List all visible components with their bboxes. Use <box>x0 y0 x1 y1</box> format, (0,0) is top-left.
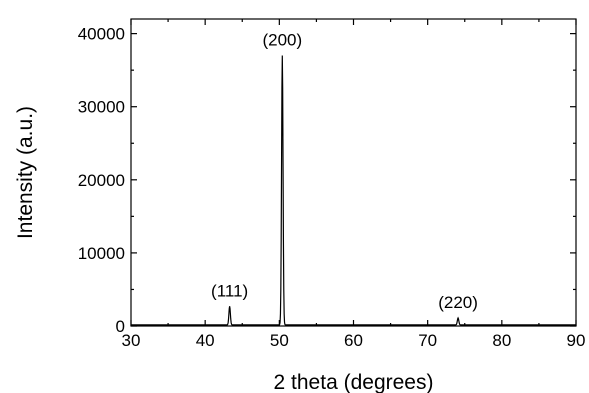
intensity-line <box>131 55 576 326</box>
peak-annotations: (111) (200) (220) <box>211 31 478 312</box>
peak-label: (111) <box>211 281 248 300</box>
y-tick-label: 10000 <box>78 244 125 263</box>
y-tick-label: 0 <box>116 317 125 336</box>
axis-ticks <box>130 19 577 327</box>
x-tick-label: 70 <box>418 331 437 350</box>
x-tick-label: 60 <box>344 331 363 350</box>
y-tick-label: 40000 <box>78 25 125 44</box>
axis-tick-labels: 30 40 50 60 70 80 90 0 10000 20000 30000 40000 <box>78 25 586 350</box>
x-tick-label: 40 <box>196 331 215 350</box>
peak-label: (200) <box>262 31 302 50</box>
y-tick-label: 30000 <box>78 98 125 117</box>
y-axis-title: Intensity (a.u.) <box>14 106 37 239</box>
x-tick-label: 80 <box>492 331 511 350</box>
x-tick-label: 90 <box>567 331 586 350</box>
plot-frame <box>130 18 577 327</box>
y-tick-label: 20000 <box>78 171 125 190</box>
peak-label: (220) <box>438 293 478 312</box>
x-axis-title: 2 theta (degrees) <box>274 371 434 393</box>
x-tick-label: 30 <box>122 331 141 350</box>
x-tick-label: 50 <box>270 331 289 350</box>
